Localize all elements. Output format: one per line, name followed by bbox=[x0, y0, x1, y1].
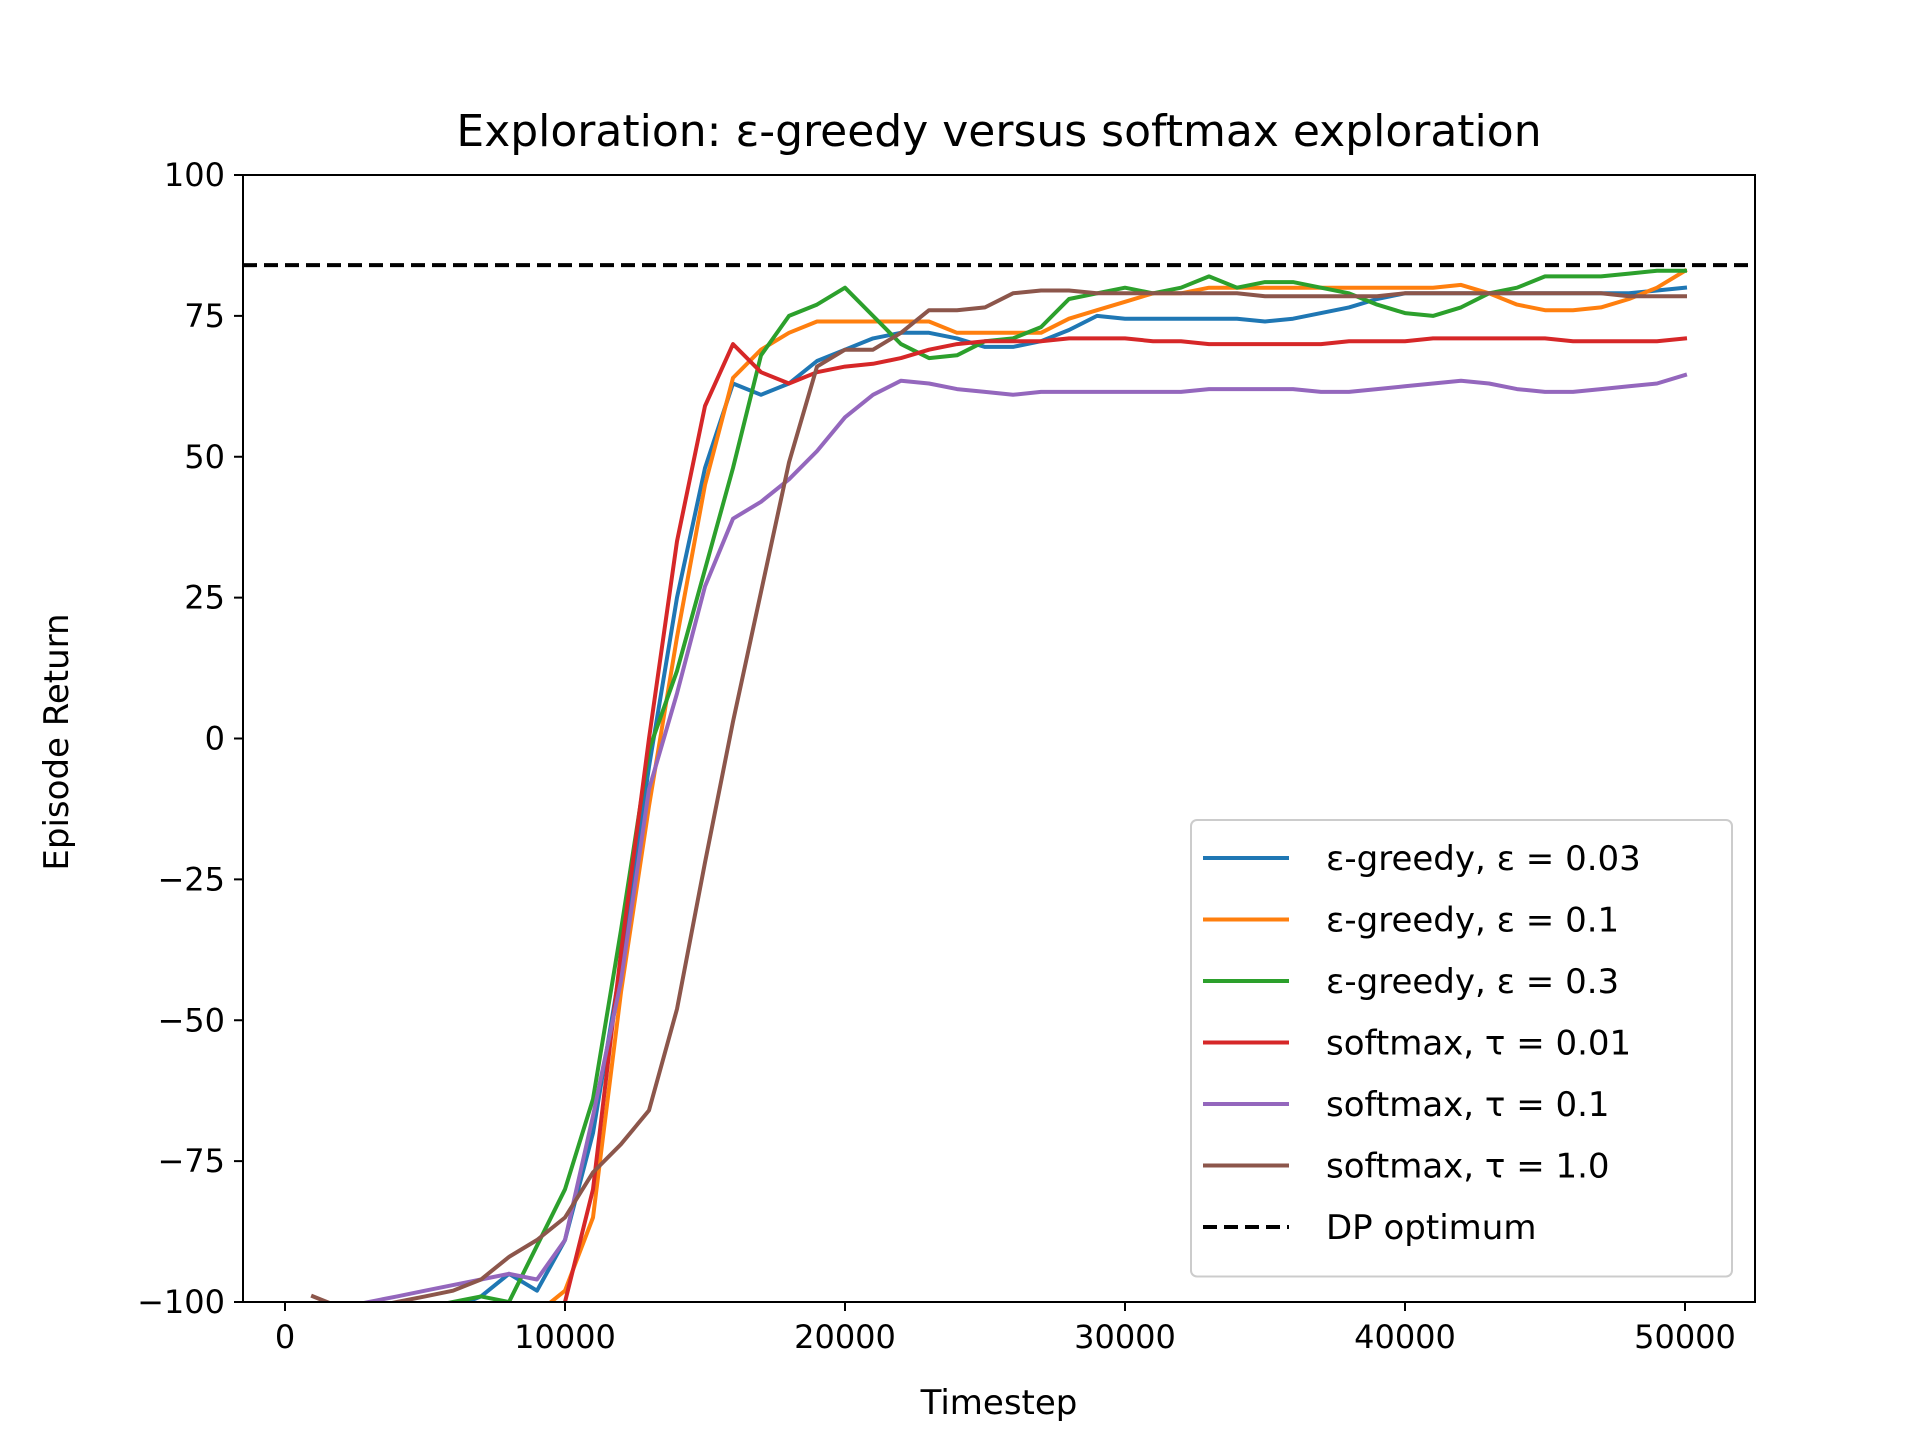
legend-entry-label: softmax, τ = 0.01 bbox=[1326, 1024, 1631, 1064]
legend-box bbox=[1190, 819, 1733, 1278]
x-tick-label: 30000 bbox=[1074, 1318, 1176, 1356]
data-lines bbox=[243, 263, 1755, 1302]
x-tick-label: 10000 bbox=[514, 1318, 616, 1356]
x-tick-label: 50000 bbox=[1634, 1318, 1736, 1356]
chart-title: Exploration: ε-greedy versus softmax exp… bbox=[456, 106, 1541, 157]
x-tick-label: 0 bbox=[275, 1318, 295, 1356]
y-tick-label: 25 bbox=[184, 579, 225, 617]
y-tick-label: 0 bbox=[205, 720, 225, 758]
legend: ε-greedy, ε = 0.03 ε-greedy, ε = 0.1 ε-gre… bbox=[1190, 819, 1733, 1278]
y-tick-label: 50 bbox=[184, 438, 225, 476]
series-line-2 bbox=[547, 268, 1688, 1302]
legend-entry-label: ε-greedy, ε = 0.3 bbox=[1326, 962, 1619, 1002]
y-tick-label: −25 bbox=[157, 860, 225, 898]
plot-area: 0 10000 20000 30000 40000 50000 −100 −75 −50 −25 0… bbox=[137, 156, 1756, 1356]
legend-entry-label: softmax, τ = 0.1 bbox=[1326, 1085, 1610, 1125]
series-line-6 bbox=[310, 288, 1687, 1302]
y-tick-label: −50 bbox=[157, 1001, 225, 1039]
legend-entry-label: ε-greedy, ε = 0.03 bbox=[1326, 839, 1641, 879]
x-tick-label: 20000 bbox=[794, 1318, 896, 1356]
y-tick-label: 100 bbox=[164, 156, 225, 194]
y-tick-label: 75 bbox=[184, 297, 225, 335]
x-tick-label: 40000 bbox=[1354, 1318, 1456, 1356]
legend-entry-label: ε-greedy, ε = 0.1 bbox=[1326, 901, 1619, 941]
x-axis-label: Timestep bbox=[920, 1383, 1078, 1423]
y-tick-label: −100 bbox=[137, 1283, 225, 1321]
legend-entry-label: DP optimum bbox=[1326, 1208, 1536, 1248]
y-tick-label: −75 bbox=[157, 1142, 225, 1180]
series-line-4 bbox=[559, 336, 1688, 1302]
y-axis-label: Episode Return bbox=[37, 613, 77, 870]
legend-entry-label: softmax, τ = 1.0 bbox=[1326, 1147, 1610, 1187]
series-line-5 bbox=[358, 372, 1688, 1302]
